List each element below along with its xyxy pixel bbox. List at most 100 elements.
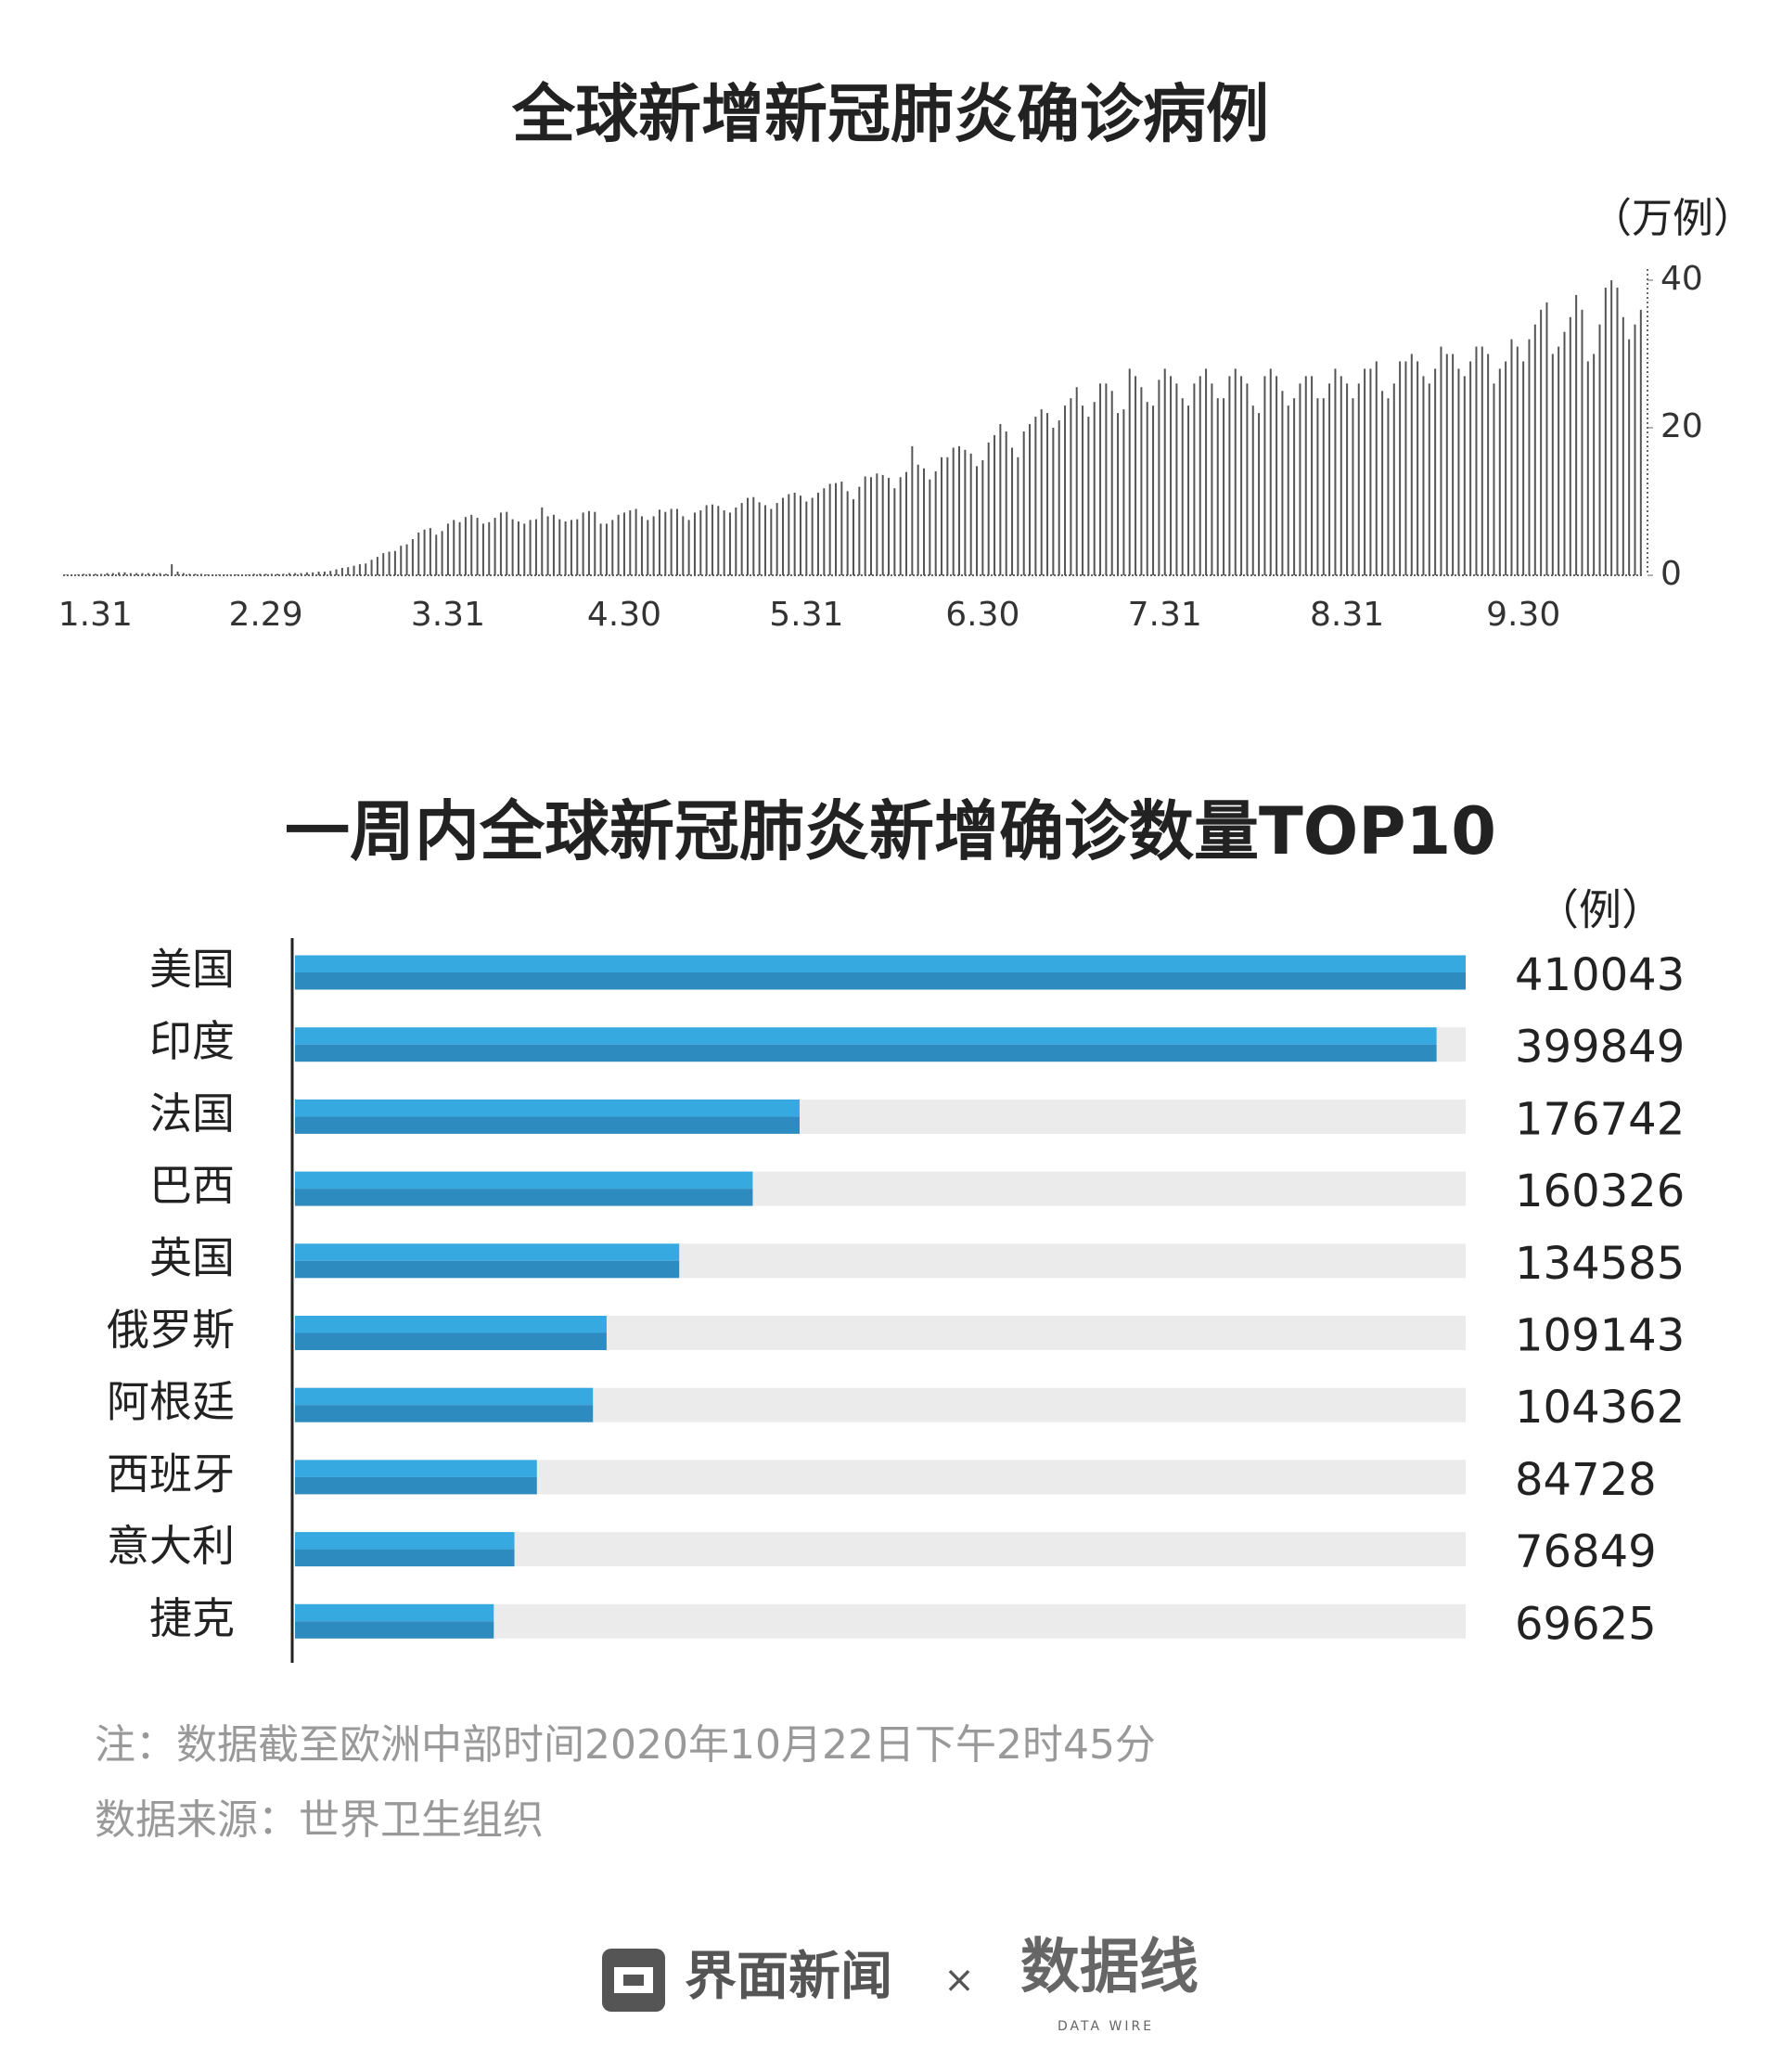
bar xyxy=(1469,361,1472,575)
bar xyxy=(740,503,743,575)
bar xyxy=(1375,361,1378,575)
bar xyxy=(282,573,285,575)
bar xyxy=(235,574,237,575)
value-label: 104362 xyxy=(1515,1382,1685,1434)
bar xyxy=(270,573,273,575)
bar xyxy=(1340,376,1342,575)
bar xyxy=(905,471,908,575)
bar xyxy=(1017,457,1019,575)
bar xyxy=(294,573,297,575)
bar xyxy=(1593,354,1596,575)
bar-half xyxy=(295,1387,594,1406)
bar xyxy=(194,573,197,575)
bar xyxy=(594,511,596,575)
bar xyxy=(464,517,467,575)
bar xyxy=(1586,361,1589,575)
bar xyxy=(312,572,314,575)
bar xyxy=(1175,383,1178,575)
bar xyxy=(1328,383,1331,575)
bar xyxy=(1234,368,1237,575)
bar xyxy=(317,572,320,575)
bar xyxy=(247,574,250,575)
bar xyxy=(382,553,385,575)
bar-half xyxy=(295,1621,494,1639)
category-label: 印度 xyxy=(149,1016,235,1066)
bar xyxy=(1269,368,1272,575)
bar xyxy=(1287,405,1289,575)
bar xyxy=(699,510,702,575)
bar xyxy=(1258,413,1261,575)
bar xyxy=(941,457,943,575)
bar xyxy=(735,507,737,575)
chart-title: 一周内全球新冠肺炎新增确诊数量TOP10 xyxy=(285,793,1496,869)
value-label: 84728 xyxy=(1515,1454,1657,1506)
bar xyxy=(1087,417,1090,575)
bar-half xyxy=(295,1476,537,1495)
bar xyxy=(71,574,73,575)
x-tick-label: 2.29 xyxy=(228,596,302,634)
bar xyxy=(587,510,590,575)
bar xyxy=(264,573,267,575)
bar-half xyxy=(295,1549,515,1567)
bar xyxy=(652,516,655,575)
bar xyxy=(1205,368,1208,575)
bar xyxy=(1152,405,1155,575)
bar xyxy=(788,494,790,575)
bar-half xyxy=(295,972,1466,990)
bar xyxy=(1181,398,1184,575)
bar xyxy=(1082,405,1084,575)
bar xyxy=(899,477,902,575)
bar xyxy=(376,557,378,575)
bar xyxy=(212,574,214,575)
bar xyxy=(295,1243,680,1279)
bar xyxy=(458,521,461,575)
times: × xyxy=(943,1959,975,2001)
bar xyxy=(840,482,843,575)
bar xyxy=(88,573,91,575)
bar xyxy=(799,495,801,575)
bar xyxy=(1434,368,1437,575)
bar xyxy=(1387,398,1390,575)
bar xyxy=(1110,391,1113,575)
bar xyxy=(106,573,109,575)
bar xyxy=(1099,383,1102,575)
bar xyxy=(252,573,255,575)
bar xyxy=(1005,431,1007,575)
bar xyxy=(1622,316,1624,575)
bar xyxy=(1316,398,1319,575)
bar xyxy=(599,523,602,575)
bar xyxy=(611,520,614,575)
bar xyxy=(723,510,725,575)
bar xyxy=(1022,431,1025,575)
bar xyxy=(1352,398,1354,575)
bar xyxy=(358,564,361,575)
bar xyxy=(1163,368,1166,575)
category-label: 巴西 xyxy=(149,1161,235,1211)
bar xyxy=(1029,424,1032,575)
bar xyxy=(1528,339,1531,575)
bar-half xyxy=(295,1171,753,1190)
bar xyxy=(793,492,796,575)
bar xyxy=(347,567,350,575)
y-tick-label: 0 xyxy=(1660,555,1682,593)
bar xyxy=(605,523,608,575)
bar xyxy=(1046,413,1049,575)
bar xyxy=(388,551,391,575)
bar xyxy=(1276,376,1278,575)
x-tick-label: 5.31 xyxy=(769,596,843,634)
bar xyxy=(259,573,262,575)
bar xyxy=(1011,447,1014,575)
bar xyxy=(76,574,79,575)
bar xyxy=(94,573,96,575)
category-label: 意大利 xyxy=(107,1521,235,1571)
bar xyxy=(1598,324,1601,575)
bar xyxy=(670,508,673,575)
bar xyxy=(1487,354,1490,575)
bar xyxy=(400,546,403,575)
bar xyxy=(635,508,637,575)
bar xyxy=(969,453,972,575)
bar xyxy=(441,531,443,575)
bar xyxy=(558,519,561,575)
bar xyxy=(1058,420,1060,575)
x-tick-label: 3.31 xyxy=(411,596,485,634)
